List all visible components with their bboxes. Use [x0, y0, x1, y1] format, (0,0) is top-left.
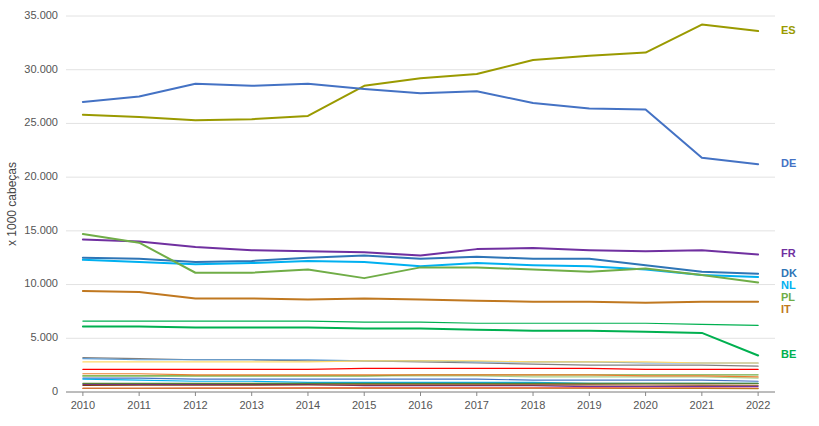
series-label: DK [781, 267, 797, 279]
series-label: FR [781, 247, 796, 259]
x-tick [82, 392, 83, 396]
x-tick [533, 392, 534, 396]
x-tick [364, 392, 365, 396]
y-tick-label: 35.000 [24, 9, 58, 21]
x-tick [195, 392, 196, 396]
x-tick-label: 2017 [465, 399, 489, 411]
x-tick-label: 2015 [352, 399, 376, 411]
y-tick-label: 15.000 [24, 224, 58, 236]
x-tick-label: 2022 [746, 399, 770, 411]
lines [83, 25, 758, 389]
grid-line [66, 177, 775, 178]
grid-line [66, 69, 775, 70]
grid-line [66, 16, 775, 17]
x-tick-label: 2011 [127, 399, 151, 411]
y-axis-label: x 1000 cabeças [5, 162, 19, 246]
series-label: PL [781, 291, 795, 303]
series-label: ES [781, 24, 796, 36]
x-tick [701, 392, 702, 396]
series-line [83, 25, 758, 121]
series-label: BE [781, 348, 796, 360]
series-line [83, 239, 758, 255]
x-tick [307, 392, 308, 396]
grid-line [66, 123, 775, 124]
y-tick-label: 30.000 [24, 63, 58, 75]
series-line [83, 379, 758, 383]
series-line [83, 358, 758, 367]
grid [66, 16, 775, 392]
series-line [83, 84, 758, 165]
series-line [83, 359, 758, 363]
y-tick-label: 20.000 [24, 170, 58, 182]
y-tick-label: 25.000 [24, 116, 58, 128]
x-tick-label: 2021 [690, 399, 714, 411]
series-line [83, 361, 758, 363]
x-tick [251, 392, 252, 396]
series-line [83, 384, 758, 386]
series-line [83, 374, 758, 377]
series-line [83, 388, 758, 390]
series-line [83, 234, 758, 282]
series-line [83, 326, 758, 355]
grid-line [66, 284, 775, 285]
series-label: IT [781, 303, 791, 315]
series-line [83, 384, 758, 386]
x-tick [420, 392, 421, 396]
grid-line [66, 230, 775, 231]
series-line [83, 368, 758, 369]
chart: 0 5.000 10.000 15.000 20.000 25.000 30.000 35.0… [0, 0, 819, 426]
y-tick-label: 5.000 [30, 331, 58, 343]
series-line [83, 260, 758, 277]
series-line [83, 383, 758, 384]
x-tick-label: 2010 [71, 399, 95, 411]
x-tick [139, 392, 140, 396]
series-line [83, 321, 758, 325]
x-tick-label: 2020 [633, 399, 657, 411]
x-tick [476, 392, 477, 396]
series-line [83, 387, 758, 389]
y-tick-label: 0 [52, 385, 58, 397]
y-tick-label: 10.000 [24, 277, 58, 289]
x-tick [645, 392, 646, 396]
x-tick-label: 2019 [577, 399, 601, 411]
x-tick [589, 392, 590, 396]
x-tick-label: 2012 [183, 399, 207, 411]
x-tick-label: 2016 [408, 399, 432, 411]
grid-line [66, 338, 775, 339]
series-label: DE [781, 157, 796, 169]
series-line [83, 291, 758, 303]
x-tick-label: 2013 [239, 399, 263, 411]
series-label: NL [781, 279, 796, 291]
x-tick-label: 2014 [296, 399, 320, 411]
x-tick [758, 392, 759, 396]
x-tick-label: 2018 [521, 399, 545, 411]
